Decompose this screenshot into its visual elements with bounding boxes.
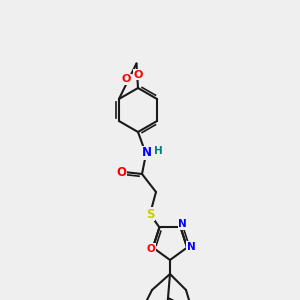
Text: O: O [134,70,143,80]
Text: O: O [122,74,131,85]
Text: N: N [187,242,196,252]
Text: N: N [142,146,152,160]
Text: S: S [146,208,154,220]
Text: N: N [178,219,187,230]
Text: O: O [116,166,126,178]
Text: H: H [154,146,162,156]
Text: O: O [146,244,155,254]
